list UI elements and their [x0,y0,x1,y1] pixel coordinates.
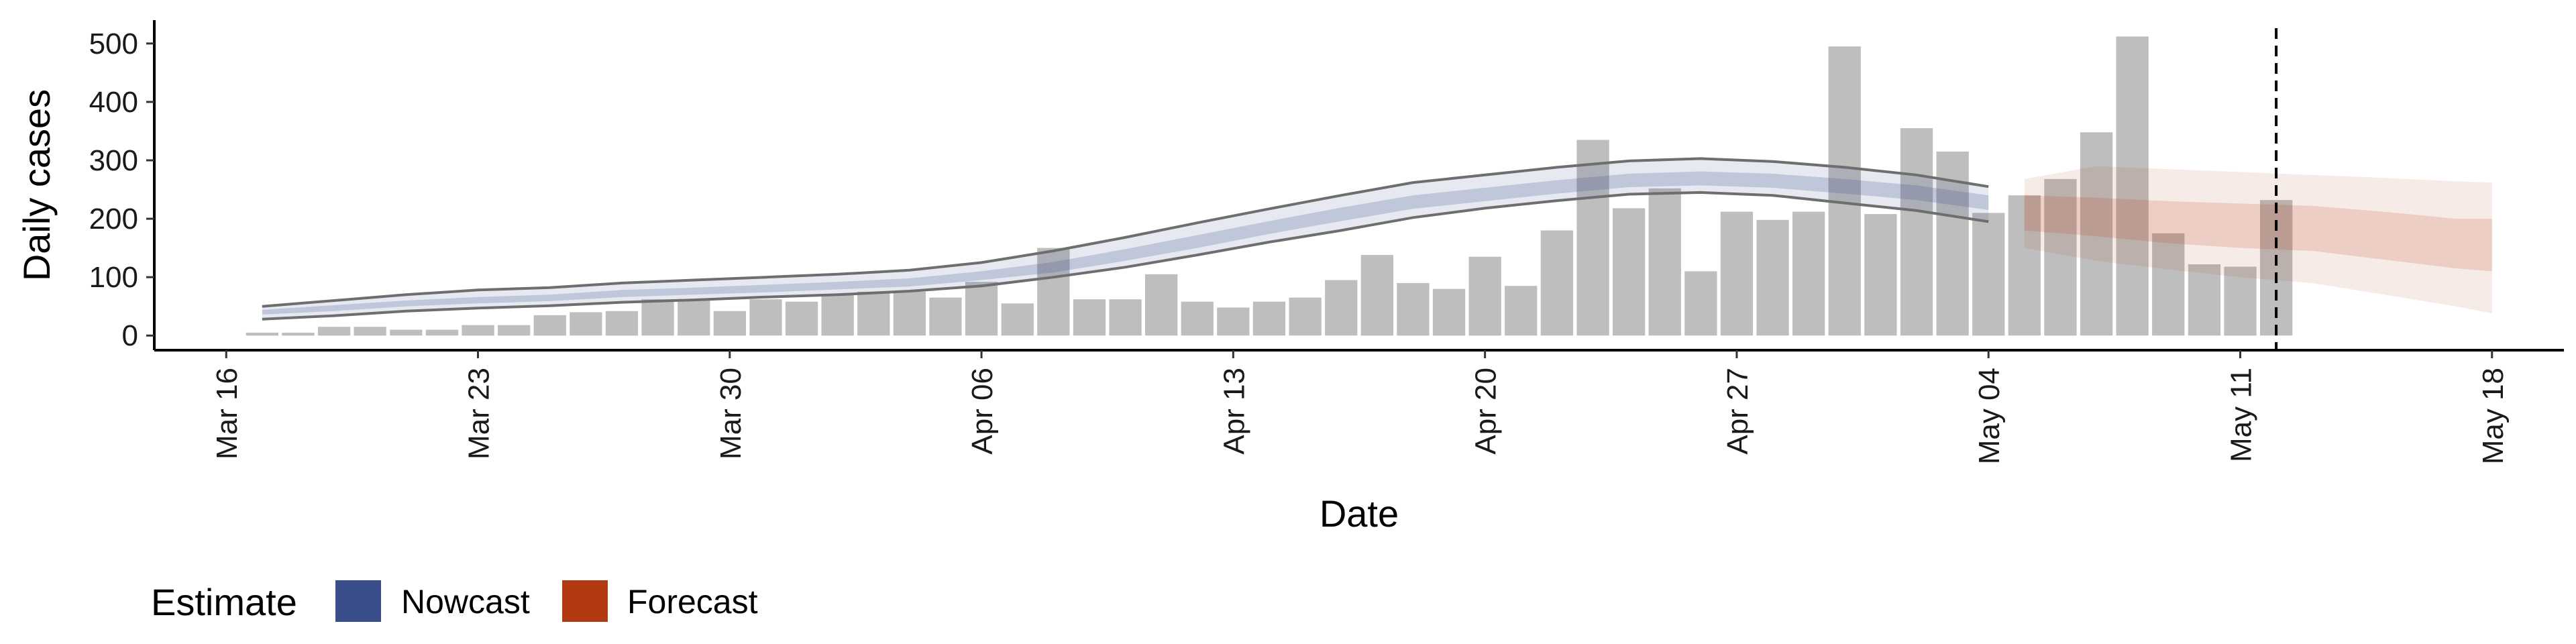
case-bar [1540,230,1573,336]
y-tick-label: 500 [89,28,138,60]
legend-key [562,580,608,622]
case-bar [570,312,602,336]
axes-group: 0 100 200 300 400 500 Mar 16 Mar 23 Mar 30 Apr 06… [15,20,2564,535]
x-tick-label: May 18 [2477,368,2510,464]
case-bar [1109,299,1142,336]
case-bar [1468,256,1501,336]
estimate-bands-group [262,28,2492,350]
case-bar [785,301,818,336]
case-bar [965,282,998,336]
case-bar [2152,233,2185,336]
y-tick-label: 0 [122,319,138,352]
case-bar [1972,213,2005,336]
nowcast-upper-line [262,157,1989,308]
legend-key [335,580,381,622]
x-tick-label: Apr 20 [1470,368,1503,455]
y-tick-label: 200 [89,203,138,235]
y-tick-label: 400 [89,86,138,119]
case-bar [425,329,459,336]
x-tick-label: May 11 [2225,368,2258,462]
x-tick-label: Mar 16 [211,368,244,460]
case-bar [1828,46,1861,336]
case-bar [1720,211,1754,336]
case-bar [641,299,674,336]
case-bar [1432,288,1466,336]
case-bar [857,291,890,336]
case-bar [1397,282,1430,336]
case-bar [1073,299,1106,336]
case-bar [1756,219,1789,336]
case-bar [678,299,710,336]
forecast-band-50 [2024,195,2492,272]
case-bar [2224,266,2257,336]
case-bar [1181,301,1214,336]
case-bar [2116,36,2149,336]
nowcast-lower-line [262,191,1989,321]
case-bar [749,299,782,336]
case-bar [317,327,351,336]
case-bar [1001,303,1034,336]
y-axis-title: Daily cases [15,89,58,281]
case-bar [2080,132,2113,336]
x-tick-label: Apr 06 [966,368,999,455]
case-bar [390,329,423,336]
case-bar [1613,208,1646,336]
case-bar [821,294,854,336]
case-bar [1217,307,1250,336]
case-bar [1792,211,1825,336]
legend-label: Forecast [627,583,758,621]
case-bar [929,297,962,336]
legend-label: Nowcast [401,583,530,621]
nowcast-band-90 [262,158,1989,319]
x-axis-title: Date [1320,492,1399,535]
case-bar [1505,286,1538,336]
case-bar [498,325,531,336]
case-bar [354,327,386,336]
case-bar [1576,140,1609,336]
case-bar [1289,297,1322,336]
x-tick-label: May 04 [1973,368,2006,464]
case-bars-group [246,36,2293,336]
case-bar [282,332,315,336]
case-bar [1900,128,1933,336]
nowcast-band-50 [262,171,1989,315]
case-bar [1864,214,1897,336]
case-bar [713,311,746,336]
x-tick-label: Apr 13 [1218,368,1250,455]
case-bar [462,325,494,336]
case-bar [1648,188,1681,336]
case-bar [533,315,566,336]
forecast-band-90 [2024,166,2492,314]
case-bar [1145,274,1178,336]
x-tick-label: Mar 23 [463,368,496,460]
case-bar [1684,271,1717,336]
case-bar [1360,255,1393,336]
y-tick-label: 300 [89,144,138,177]
case-bar [605,311,639,336]
case-bar [2044,178,2077,336]
case-bar [246,332,278,336]
legend: Estimate Nowcast Forecast [151,580,758,623]
case-bar [1252,301,1286,336]
x-tick-label: Apr 27 [1721,368,1754,455]
x-tick-label: Mar 30 [714,368,747,460]
case-bar [2188,264,2221,336]
y-tick-label: 100 [89,261,138,294]
case-bar [893,291,926,336]
legend-title: Estimate [151,581,297,623]
case-bar [2008,195,2041,336]
case-bar [1037,248,1070,336]
case-bar [1325,280,1358,336]
